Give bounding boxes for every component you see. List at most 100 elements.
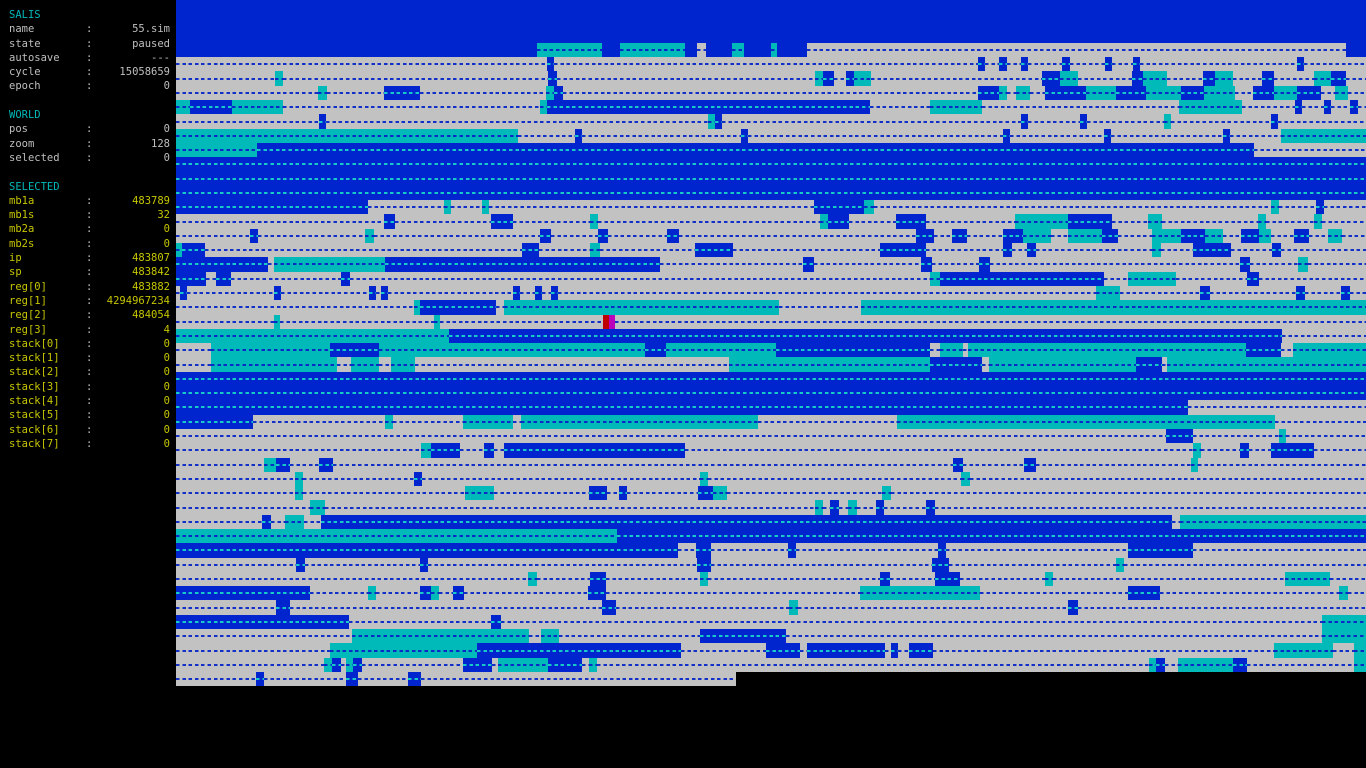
memory-run-b [176,414,254,429]
stat-row-stack5: stack[5]: 0 [0,408,176,422]
memory-run-g [1193,428,1280,444]
memory-run-b [176,157,1366,172]
memory-run-g [726,486,882,501]
memory-run-c [1190,457,1199,472]
memory-run-g [1162,357,1168,372]
memory-run-g [422,471,700,487]
stat-label: mb1s [9,209,35,222]
memory-run-g [678,543,697,558]
memory-run-c [421,443,431,458]
memory-run-b [705,42,732,58]
memory-run-c [521,414,758,429]
stat-colon: : [86,51,93,64]
memory-run-g [823,500,831,515]
stat-label: state [9,37,41,50]
memory-run-c [434,314,441,329]
memory-run-c [863,200,875,215]
memory-run-b [667,228,680,244]
stat-row-stack2: stack[2]: 0 [0,365,176,379]
memory-run-c [462,414,513,429]
memory-run-b [176,586,311,601]
stat-row-stack7: stack[7]: 0 [0,437,176,451]
memory-run-c [323,657,333,672]
memory-run-g [450,200,482,215]
stat-value: 15058659 [119,66,170,79]
memory-run-g [176,357,211,372]
stat-value: 483807 [132,252,170,265]
stat-label: pos [9,123,28,136]
memory-run-b [353,657,362,672]
stat-colon: : [86,223,93,236]
memory-run-g [290,457,319,472]
memory-run-g [324,500,816,515]
memory-run-g [176,343,211,358]
memory-run-c [1068,228,1103,244]
memory-run-g [598,214,821,229]
memory-run-c [367,586,377,601]
stat-row-pos: pos: 0 [0,122,176,136]
memory-run-c [988,357,1137,372]
memory-run-g [557,285,1096,301]
memory-run-g [1104,271,1128,286]
memory-run-b [216,271,231,286]
memory-run-g [849,214,897,229]
stat-value: 128 [151,137,170,150]
memory-run-b [1324,100,1332,115]
memory-row-31 [176,443,1366,458]
memory-run-g [748,128,1003,143]
memory-run-g [1303,57,1366,72]
memory-run-c [176,142,257,158]
memory-run-b [176,271,206,286]
stat-colon: : [86,252,93,265]
memory-run-g [1187,400,1366,415]
memory-run-b [176,614,349,630]
memory-run-c [1023,228,1051,244]
memory-run-c [819,214,829,229]
memory-run-g [856,500,876,515]
memory-map [176,0,1366,687]
memory-run-g [697,42,706,58]
memory-run-c [1313,214,1323,229]
memory-run-b [590,571,607,587]
memory-run-c [1014,214,1069,229]
memory-row-33 [176,471,1366,487]
memory-run-b [1245,343,1282,358]
memory-run-g [176,428,1167,444]
memory-row-35 [176,500,1366,515]
memory-row-6 [176,85,1366,101]
memory-run-c [897,414,1276,429]
memory-run-b [617,528,1366,544]
stat-value: 0 [163,352,170,365]
memory-run-c [504,300,780,315]
memory-run-c [815,71,824,86]
memory-run-c [707,114,716,129]
memory-row-25 [176,357,1366,372]
stat-value: 0 [163,123,170,136]
stats-sidebar: SALIS name: 55.sim state: paused autosave: ---… [0,0,176,768]
memory-run-g [333,457,953,472]
memory-run-c [1313,71,1332,86]
memory-run-b [275,600,291,615]
memory-row-47 [176,671,1366,687]
memory-run-b [1020,114,1029,129]
memory-run-g [1274,71,1314,86]
memory-run-b [1240,228,1259,244]
memory-run-g [230,271,342,286]
memory-row-24 [176,343,1366,358]
memory-run-c [770,42,777,58]
memory-run-g [679,228,917,244]
memory-run-g [949,557,1117,572]
memory-row-1 [176,14,1366,29]
memory-run-b [875,500,885,515]
memory-run-b [743,42,771,58]
memory-run-b [1080,114,1088,129]
memory-run-g [341,657,347,672]
memory-run-g [874,200,1271,215]
memory-run-g [1030,85,1045,101]
memory-run-b [1105,57,1113,72]
memory-row-8 [176,114,1366,129]
memory-run-g [554,57,979,72]
memory-run-c [968,343,1246,358]
memory-run-c [666,343,777,358]
memory-run-g [932,643,1275,658]
